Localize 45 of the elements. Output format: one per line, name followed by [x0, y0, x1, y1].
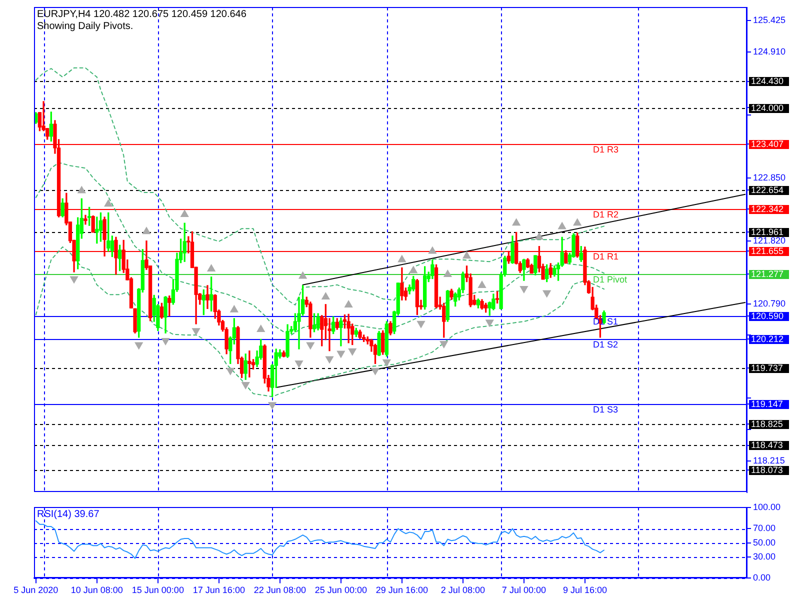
- x-tick-label: 10 Jun 08:00: [70, 585, 123, 596]
- chart-title: RSI(14) 39.67: [37, 509, 100, 520]
- ref-line-label: D1 R2: [592, 209, 619, 220]
- y-tick-label: 70.00: [753, 523, 776, 534]
- y-tick-label: 124.910: [753, 46, 786, 56]
- x-tick-label: 9 Jul 16:00: [562, 585, 607, 596]
- y-tick-label: 0.00: [753, 572, 771, 583]
- y-tick-label: 124.000: [751, 102, 784, 113]
- text: Showing Daily Pivots.: [37, 21, 134, 32]
- y-tick-label: 100.00: [753, 502, 781, 512]
- y-tick-label: 123.407: [751, 138, 784, 149]
- x-tick-label: 2 Jul 08:00: [440, 585, 485, 596]
- x-tick-label: 15 Jun 00:00: [132, 585, 184, 596]
- y-tick-label: 118.215: [753, 456, 785, 466]
- ref-line-label: D1 Pivot: [592, 274, 628, 284]
- y-tick-label: 120.790: [753, 298, 786, 308]
- x-tick-label: 17 Jun 16:00: [192, 585, 245, 596]
- x-tick-label: 25 Jun 00:00: [314, 585, 367, 596]
- y-tick-label: 122.342: [751, 204, 784, 214]
- y-tick-label: 122.654: [751, 184, 784, 195]
- y-tick-label: 118.073: [751, 464, 783, 475]
- y-tick-label: 121.655: [751, 246, 784, 256]
- x-tick-label: 22 Jun 08:00: [254, 585, 306, 596]
- y-tick-label: 122.850: [753, 172, 786, 182]
- y-tick-label: 118.825: [751, 418, 783, 429]
- y-tick-label: 125.425: [753, 15, 786, 26]
- x-tick-label: 29 Jun 16:00: [376, 585, 428, 596]
- y-tick-label: 118.473: [751, 440, 783, 450]
- ref-line-label: D1 R3: [592, 144, 619, 154]
- y-tick-label: 120.590: [751, 310, 784, 321]
- chart-title: EURJPY,H4 120.482 120.675 120.459 120.646: [37, 9, 247, 20]
- y-tick-label: 120.212: [751, 334, 784, 344]
- x-tick-label: 5 Jun 2020: [14, 585, 58, 596]
- y-tick-label: 121.820: [753, 235, 786, 246]
- y-tick-label: 121.277: [751, 268, 784, 279]
- y-tick-label: 119.737: [751, 362, 783, 373]
- y-tick-label: 121.961: [751, 226, 784, 237]
- ref-line-label: D1 S2: [592, 339, 618, 350]
- ref-line-label: D1 R1: [592, 251, 619, 262]
- x-tick-label: 7 Jul 00:00: [502, 585, 546, 596]
- ref-line-label: D1 S3: [592, 404, 618, 414]
- y-tick-label: 50.00: [753, 537, 776, 548]
- y-tick-label: 124.430: [751, 76, 784, 86]
- y-tick-label: 30.00: [753, 551, 776, 562]
- y-tick-label: 119.147: [751, 398, 783, 409]
